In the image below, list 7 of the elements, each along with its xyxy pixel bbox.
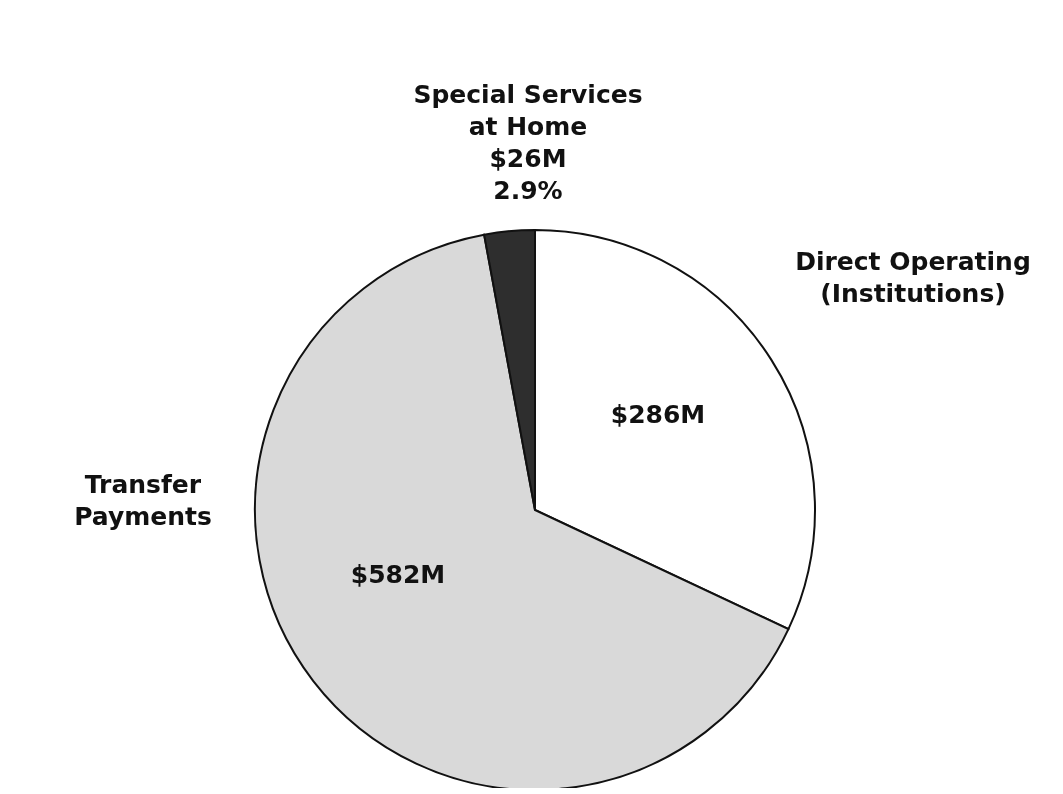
slice-label: Transfer Payments [74, 470, 212, 531]
data-label: $582M [350, 560, 446, 589]
text: 2.9% [493, 176, 563, 205]
slice-label: Special Services at Home [413, 80, 643, 141]
slice-label: Direct Operating (Institutions) [795, 247, 1031, 308]
data-label: $286M [610, 400, 706, 429]
data-label: $26M [489, 144, 567, 173]
